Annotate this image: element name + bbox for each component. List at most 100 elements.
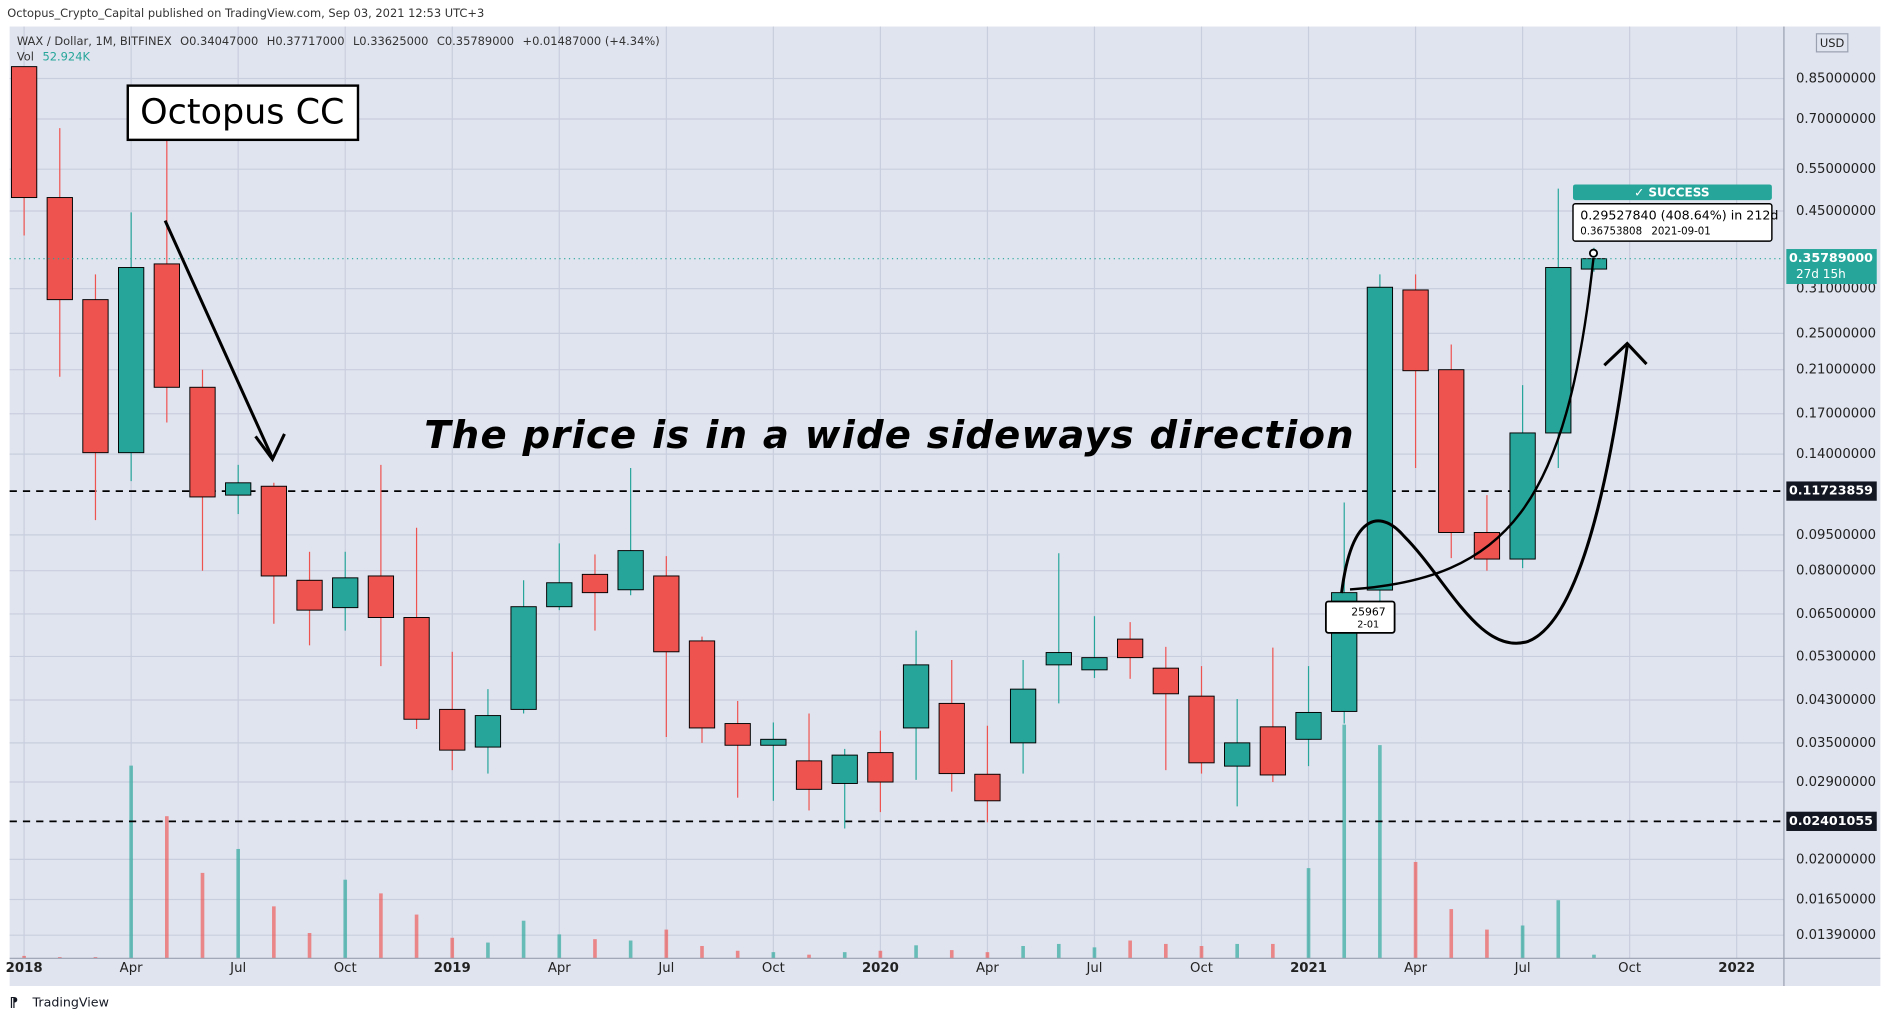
success-price: 0.36753808 xyxy=(1580,225,1642,237)
y-tick-label: 0.25000000 xyxy=(1796,326,1876,341)
chart-background xyxy=(9,26,1881,987)
candle-body xyxy=(474,715,502,748)
candle-body xyxy=(1081,657,1108,671)
price-label: 0.35789000 xyxy=(1789,250,1873,265)
success-point xyxy=(1588,248,1599,258)
volume-bar xyxy=(1449,909,1454,959)
volume-bar xyxy=(1485,929,1489,959)
volume-bar xyxy=(700,945,704,959)
y-tick-label: 0.06500000 xyxy=(1796,607,1876,622)
candle-body xyxy=(439,708,466,751)
y-tick-label: 0.70000000 xyxy=(1796,112,1876,127)
candle-body xyxy=(225,482,252,496)
volume-bar xyxy=(842,952,847,959)
candle-body xyxy=(1473,532,1501,560)
y-tick-label: 0.45000000 xyxy=(1796,204,1876,219)
x-tick-label: Jul xyxy=(1085,961,1102,976)
volume-bar xyxy=(557,934,562,959)
candle-body xyxy=(1402,289,1429,372)
projection-curve xyxy=(1340,345,1629,645)
ohlc-open: O0.34047000 xyxy=(180,34,258,48)
candle-body xyxy=(1117,638,1144,659)
candle-body xyxy=(10,66,38,199)
badge-box xyxy=(126,84,360,142)
x-tick-label: Oct xyxy=(1190,961,1213,976)
projection-arrow-head xyxy=(1603,341,1648,367)
volume-bar xyxy=(307,933,312,959)
candle-body xyxy=(1009,688,1037,744)
volume-bar xyxy=(771,952,776,959)
y-tick-label: 0.05300000 xyxy=(1796,649,1876,664)
price-label-box xyxy=(1786,249,1877,284)
arrow-head xyxy=(254,433,286,463)
candle-body xyxy=(760,738,787,746)
candle-body xyxy=(189,386,216,498)
volume-bar xyxy=(1556,900,1561,959)
y-tick-label: 0.31000000 xyxy=(1796,282,1876,297)
candle-body xyxy=(82,299,109,454)
candle-body xyxy=(831,754,858,784)
y-tick-label: 0.09500000 xyxy=(1796,528,1876,543)
candle-body xyxy=(617,550,644,591)
candle-body xyxy=(1366,286,1394,591)
y-tick-label: 0.08000000 xyxy=(1796,564,1876,579)
volume-bar xyxy=(1413,861,1418,959)
volume-bar xyxy=(379,893,383,959)
volume-label: Vol xyxy=(17,49,34,63)
candle-body xyxy=(902,664,930,729)
ohlc-close: C0.35789000 xyxy=(437,34,514,48)
symbol-title: WAX / Dollar, 1M, BITFINEX xyxy=(17,34,172,48)
arrow-line xyxy=(163,219,274,459)
candle-body xyxy=(1045,652,1072,666)
volume-bar xyxy=(1235,943,1239,959)
x-tick-label: 2021 xyxy=(1290,961,1327,976)
volume-bar xyxy=(1592,954,1596,959)
volume-bar xyxy=(236,848,240,959)
volume-bar xyxy=(343,879,348,959)
volume-bar xyxy=(878,950,883,959)
success-detail: 0.29527840 (408.64%) in 212d xyxy=(1580,207,1778,222)
candle-body xyxy=(795,760,823,790)
candle-body xyxy=(1438,369,1465,533)
volume-bar xyxy=(1271,943,1275,959)
badge-text: Octopus CC xyxy=(140,92,344,132)
partial-date: 2-01 xyxy=(1357,619,1379,630)
volume-bar xyxy=(1306,868,1311,959)
x-tick-label: Apr xyxy=(976,961,999,976)
candle-body xyxy=(974,773,1001,802)
comment-text: The price is in a wide sideways directio… xyxy=(424,413,1355,458)
volume-bar xyxy=(1520,925,1525,959)
candle-body xyxy=(938,702,965,775)
candle-body xyxy=(688,640,716,729)
volume-bar xyxy=(1092,947,1097,959)
volume-bar xyxy=(807,954,811,959)
y-tick-label: 0.17000000 xyxy=(1796,407,1876,422)
x-tick-label: Apr xyxy=(120,961,143,976)
y-tick-label: 0.21000000 xyxy=(1796,363,1876,378)
x-tick-label: 2020 xyxy=(862,961,899,976)
volume-bar xyxy=(735,950,740,959)
success-box xyxy=(1572,203,1773,242)
ohlc-high: H0.37717000 xyxy=(267,34,345,48)
level-label-box xyxy=(1786,481,1877,501)
volume-bar xyxy=(1056,943,1061,959)
volume-value: 52.924K xyxy=(42,49,90,63)
volume-bar xyxy=(272,906,276,959)
volume-legend: Vol 52.924K xyxy=(17,49,91,63)
candle-body xyxy=(332,577,359,609)
volume-bar xyxy=(914,945,918,959)
volume-bar xyxy=(593,939,597,959)
success-badge xyxy=(1572,184,1772,201)
brand-name: TradingView xyxy=(32,994,109,1009)
level-label: 0.02401055 xyxy=(1789,813,1873,828)
publisher-line: Octopus_Crypto_Capital published on Trad… xyxy=(7,6,484,20)
x-tick-label: 2019 xyxy=(434,961,471,976)
volume-bar xyxy=(200,872,205,959)
volume-bar xyxy=(450,937,455,959)
candle-body xyxy=(260,485,287,577)
symbol-legend: WAX / Dollar, 1M, BITFINEX O0.34047000 H… xyxy=(17,34,660,48)
volume-bar xyxy=(985,952,990,959)
volume-bar xyxy=(1164,943,1168,959)
candle-body xyxy=(1188,695,1215,764)
